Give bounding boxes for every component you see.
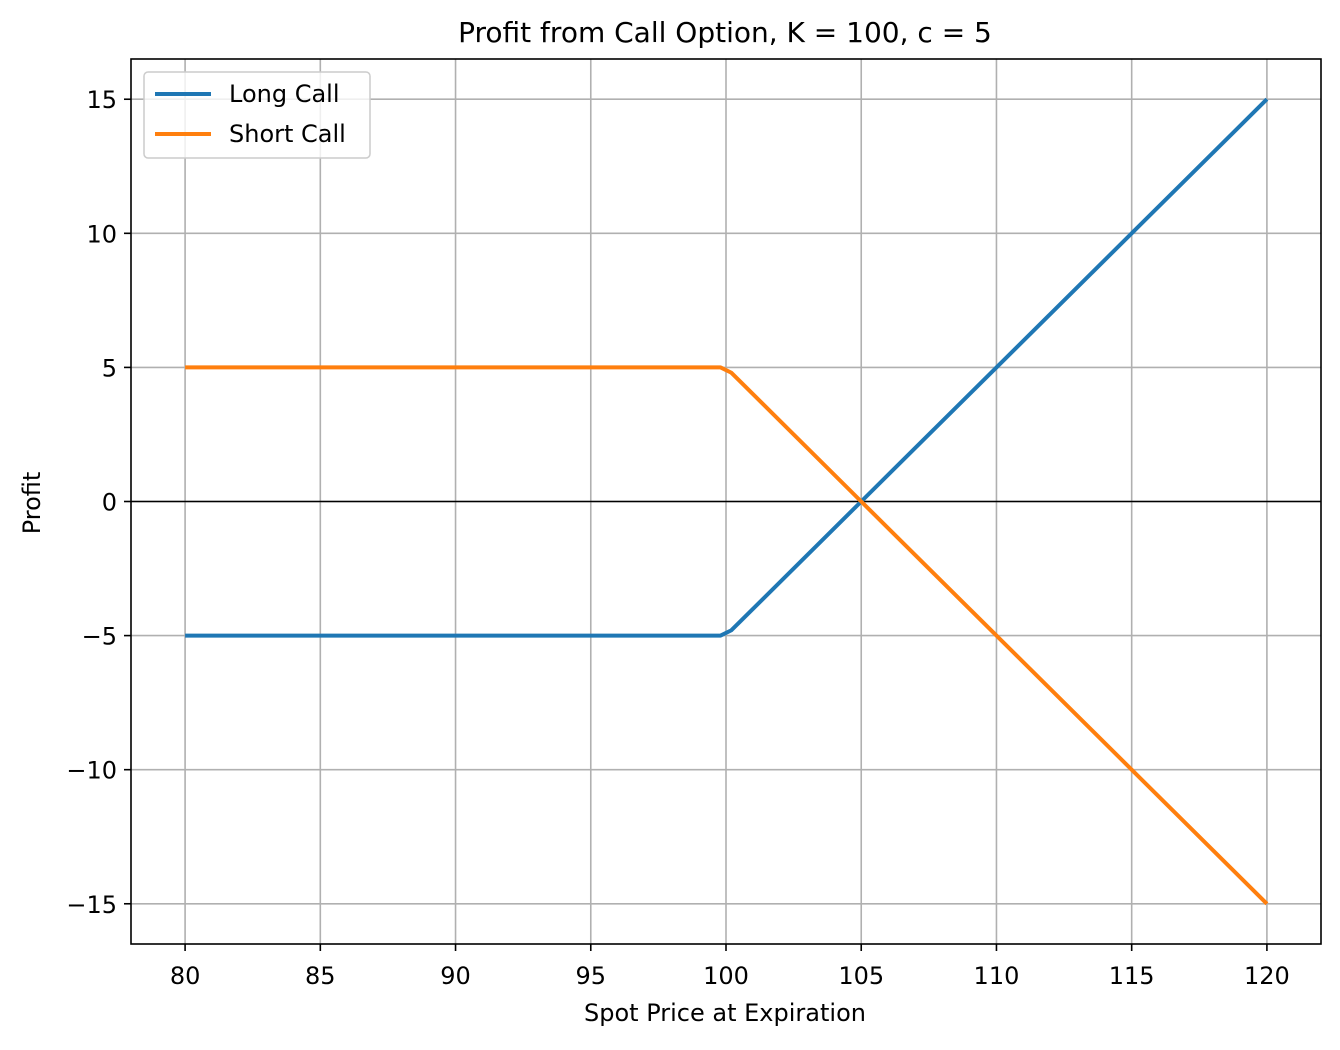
- y-tick-label: 5: [102, 354, 117, 382]
- y-tick-label: 15: [86, 86, 117, 114]
- y-tick-label: −15: [66, 891, 117, 919]
- x-tick-label: 80: [170, 962, 201, 990]
- x-tick-label: 95: [575, 962, 606, 990]
- y-axis-ticks: −15 −10 −5 0 5 10 15: [66, 86, 131, 919]
- x-tick-label: 100: [703, 962, 749, 990]
- series-line-short-call: [185, 365, 1269, 906]
- x-tick-label: 120: [1244, 962, 1290, 990]
- y-tick-label: 10: [86, 220, 117, 248]
- chart-title: Profit from Call Option, K = 100, c = 5: [458, 16, 992, 49]
- series-lines: [185, 97, 1269, 906]
- x-tick-label: 85: [305, 962, 336, 990]
- x-tick-label: 90: [440, 962, 471, 990]
- x-tick-label: 105: [838, 962, 884, 990]
- legend: Long Call Short Call: [143, 71, 371, 159]
- y-tick-label: −5: [82, 623, 117, 651]
- legend-label-long-call: Long Call: [229, 80, 340, 108]
- y-axis-label: Profit: [18, 472, 46, 535]
- x-axis-label: Spot Price at Expiration: [584, 999, 866, 1027]
- x-tick-label: 115: [1109, 962, 1155, 990]
- x-axis-ticks: 80 85 90 95 100 105 110 115 120: [170, 944, 1290, 990]
- grid-lines: [131, 59, 1321, 944]
- x-tick-label: 110: [974, 962, 1020, 990]
- y-tick-label: 0: [102, 489, 117, 517]
- legend-label-short-call: Short Call: [229, 120, 346, 148]
- y-tick-label: −10: [66, 757, 117, 785]
